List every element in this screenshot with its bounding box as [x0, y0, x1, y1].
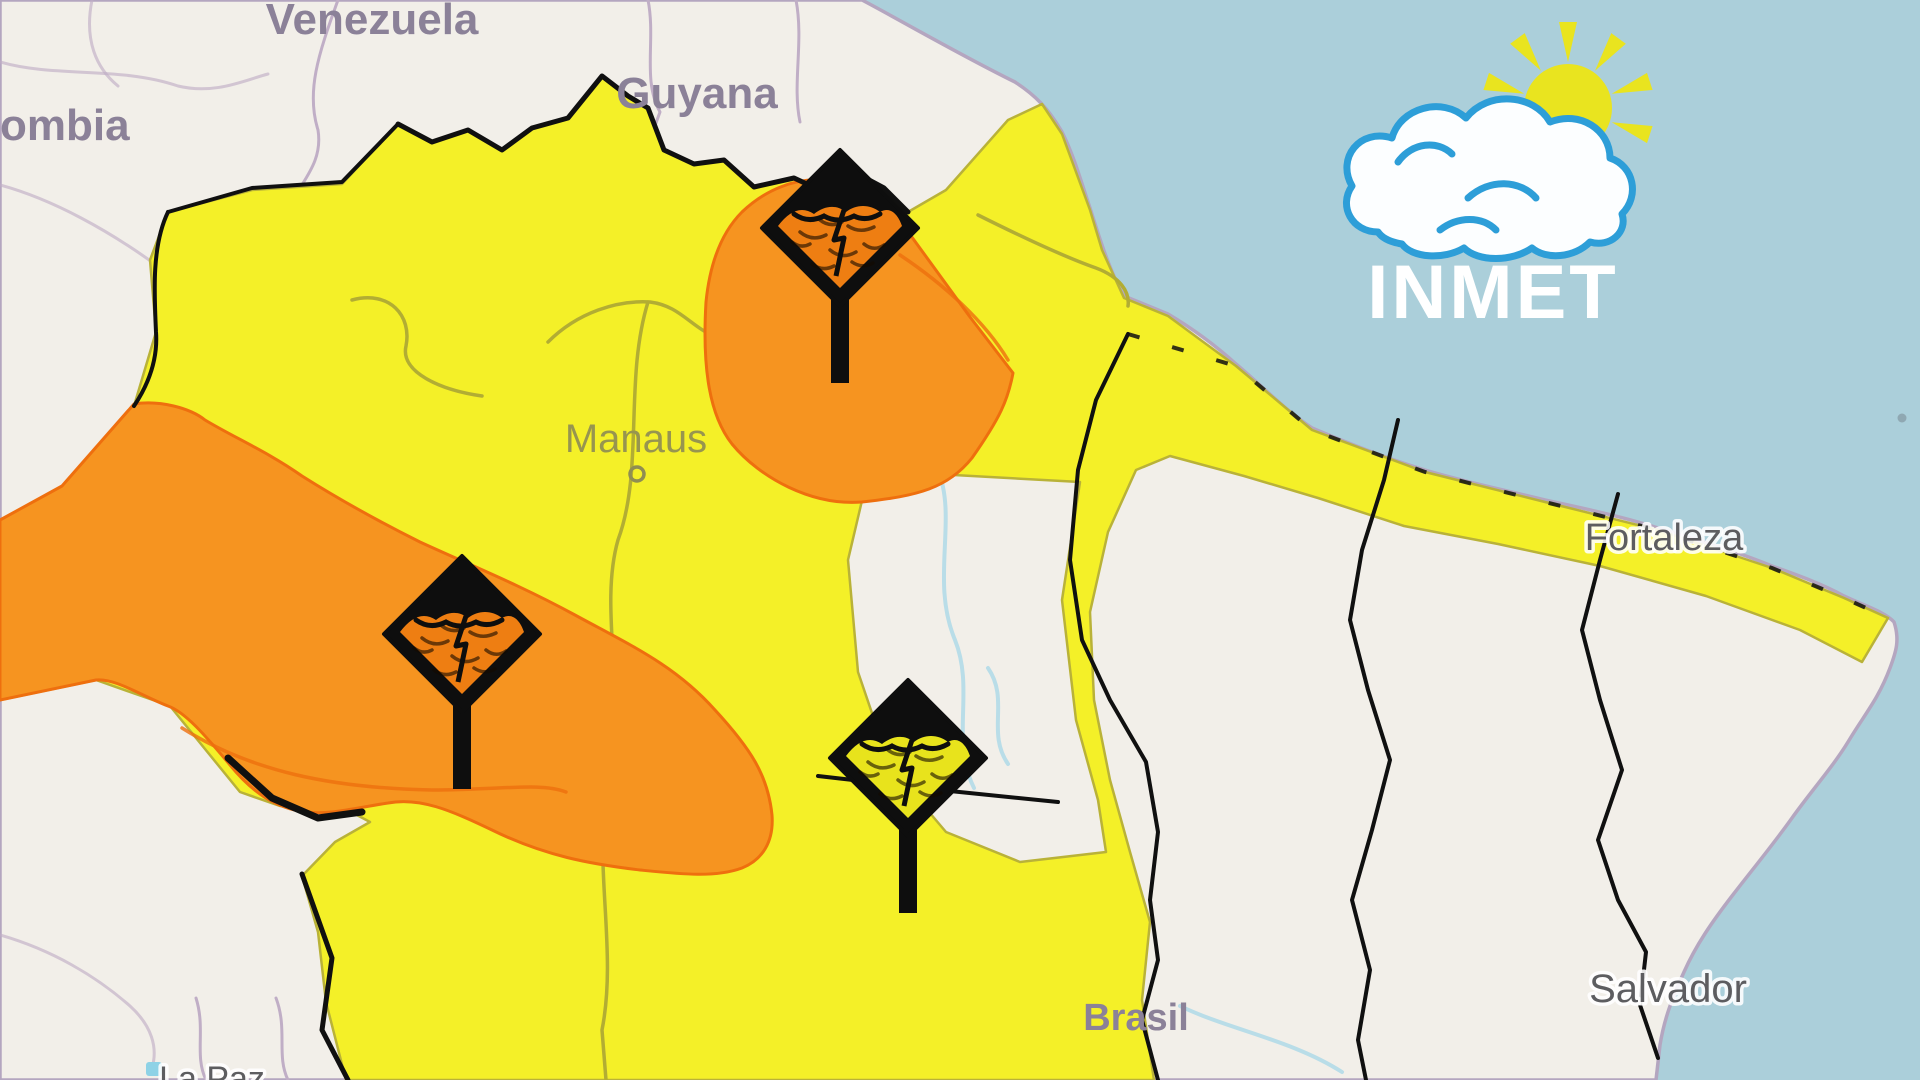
border-colombia-internal-1 [0, 60, 270, 91]
label-manaus: Manaus [565, 417, 707, 461]
state-border-olive-4 [976, 213, 1130, 308]
border-venezuela-guyana [646, 0, 662, 136]
state-border-east-1 [1068, 332, 1160, 1080]
label-salvador: Salvador [1589, 967, 1747, 1011]
river-3 [1178, 1004, 1344, 1074]
border-peru-bolivia-1 [194, 996, 208, 1080]
label-brasil: Brasil [1083, 997, 1189, 1039]
cloud-icon [1343, 95, 1636, 262]
label-fortaleza: Fortaleza [1585, 517, 1744, 559]
inmet-logo: INMET [1343, 22, 1653, 335]
river-2 [986, 666, 1010, 766]
state-border-east-2 [1348, 418, 1400, 1080]
label-guyana: Guyana [616, 69, 778, 118]
label-colombia-partial: ombia [0, 101, 130, 150]
state-border-orange-1 [180, 726, 568, 794]
orange-alert-region-north[interactable] [703, 178, 1015, 504]
la-paz-capital-marker [146, 1062, 162, 1076]
label-la-paz: La Paz [159, 1060, 265, 1080]
border-peru-coastal [0, 933, 156, 1070]
label-venezuela: Venezuela [266, 0, 479, 44]
brazil-border-peru [224, 754, 366, 822]
cloud-detail-arc-3 [1436, 216, 1500, 234]
state-border-olive-1 [350, 296, 484, 398]
brazil-border-bolivia [299, 871, 351, 1080]
state-border-east-3 [1580, 492, 1660, 1060]
cloud-detail-arc-1 [1394, 141, 1456, 166]
brazil-border-west [132, 210, 170, 408]
cloud-detail-arc-2 [1464, 180, 1540, 202]
manaus-city-marker [628, 465, 646, 483]
border-colombia-internal-3 [0, 183, 154, 264]
border-venezuela-colombia [298, 0, 340, 190]
coast-border-dashes [1127, 332, 1889, 620]
inmet-logo-text: INMET [1367, 250, 1618, 335]
border-colombia-internal-2 [88, 0, 120, 88]
brazil-border-northwest-top [166, 122, 400, 214]
border-guyana-suriname [794, 0, 802, 124]
state-border-orange-2 [898, 253, 1010, 362]
island-dot [1897, 413, 1907, 423]
border-peru-bolivia-2 [274, 996, 290, 1080]
